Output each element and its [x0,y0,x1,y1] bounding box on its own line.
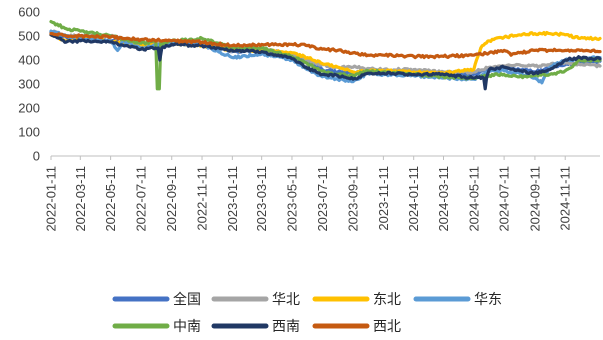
x-tick-label: 2023-09-11 [346,166,361,232]
x-tick-label: 2024-05-11 [466,166,481,232]
x-tick-label: 2023-07-11 [315,166,330,232]
x-tick-label: 2023-03-11 [254,166,269,232]
legend-label: 中南 [173,318,201,334]
series-line-3 [49,30,602,76]
x-tick-label: 2022-03-11 [73,166,88,232]
y-tick-label: 200 [18,101,40,116]
x-tick-label: 2024-07-11 [497,166,512,232]
series-line-5 [49,20,602,91]
x-axis-tick-labels: 2022-01-11 2022-03-11 2022-05-11 2022-07-11… [44,166,573,232]
legend-label: 全国 [173,291,201,307]
x-tick-label: 2023-05-11 [284,166,299,232]
legend-label: 西北 [373,318,401,334]
x-tick-label: 2022-09-11 [164,166,179,232]
x-tick-label: 2024-11-11 [558,166,573,231]
y-tick-label: 300 [18,77,40,92]
y-tick-label: 0 [33,149,40,164]
x-tick-label: 2024-09-11 [527,166,542,232]
series-line-7 [49,32,602,60]
y-tick-label: 400 [18,53,40,68]
x-tick-label: 2024-03-11 [436,166,451,232]
series-line-6 [49,33,602,91]
legend-label: 东北 [373,291,401,307]
x-tick-label: 2023-11-11 [376,166,391,231]
x-tick-label: 2022-05-11 [103,166,118,232]
x-axis-ticks [50,156,566,160]
y-tick-label: 100 [18,125,40,140]
y-tick-label: 500 [18,29,40,44]
y-axis-tick-labels: 0 100 200 300 400 500 600 [18,5,40,164]
x-tick-label: 2024-01-11 [406,166,421,232]
x-tick-label: 2022-07-11 [133,166,148,232]
x-tick-label: 2022-11-11 [195,166,210,231]
x-tick-label: 2022-01-11 [44,166,59,232]
legend-label: 华东 [474,291,502,307]
legend-label: 华北 [272,291,300,307]
y-tick-label: 600 [18,5,40,20]
x-tick-label: 2023-01-11 [225,166,240,232]
legend-label: 西南 [272,318,300,334]
series-lines [49,20,602,91]
